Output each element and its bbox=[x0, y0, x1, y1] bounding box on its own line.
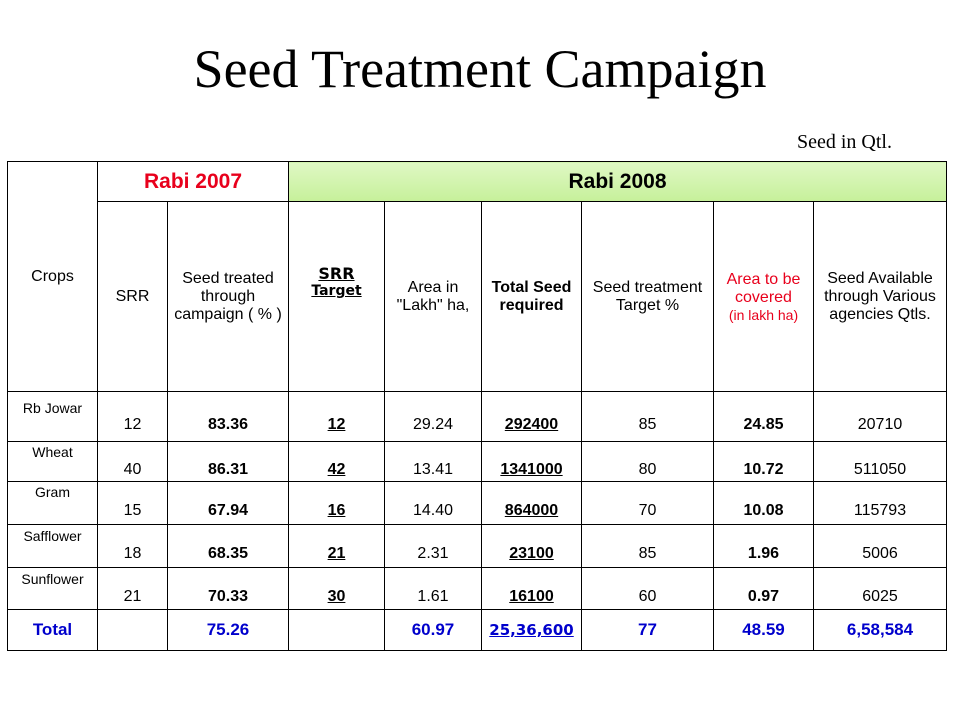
cell-available: 115793 bbox=[813, 481, 947, 525]
cell-srr: 15 bbox=[97, 481, 168, 525]
cell-treated: 86.31 bbox=[167, 441, 289, 482]
cell-srr-target: 42 bbox=[288, 441, 385, 482]
total-label: Total bbox=[7, 609, 98, 651]
header-srr: SRR bbox=[97, 201, 168, 392]
cell-available: 6025 bbox=[813, 567, 947, 610]
cell-area-covered: 1.96 bbox=[713, 524, 814, 568]
cell-srr-target: 12 bbox=[288, 391, 385, 442]
header-crops: Crops bbox=[7, 161, 98, 392]
total-available: 6,58,584 bbox=[813, 609, 947, 651]
crop-name: Safflower bbox=[7, 524, 98, 568]
header-rabi-2007: Rabi 2007 bbox=[97, 161, 289, 202]
cell-area: 14.40 bbox=[384, 481, 482, 525]
cell-srr: 40 bbox=[97, 441, 168, 482]
cell-treated: 70.33 bbox=[167, 567, 289, 610]
cell-srr: 18 bbox=[97, 524, 168, 568]
cell-srr-target: 16 bbox=[288, 481, 385, 525]
unit-note: Seed in Qtl. bbox=[797, 131, 892, 153]
cell-total-seed: 16100 bbox=[481, 567, 582, 610]
cell-available: 20710 bbox=[813, 391, 947, 442]
total-area: 60.97 bbox=[384, 609, 482, 651]
cell-treated: 68.35 bbox=[167, 524, 289, 568]
cell-target: 70 bbox=[581, 481, 714, 525]
total-treated: 75.26 bbox=[167, 609, 289, 651]
cell-available: 5006 bbox=[813, 524, 947, 568]
header-seed-treated: Seed treated through campaign ( % ) bbox=[167, 201, 289, 392]
table-row: Wheat 40 86.31 42 13.41 1341000 80 10.72… bbox=[7, 441, 947, 482]
header-rabi-2008: Rabi 2008 bbox=[288, 161, 947, 202]
cell-area-covered: 0.97 bbox=[713, 567, 814, 610]
srr-target-line1: SRR bbox=[318, 264, 355, 283]
cell-target: 85 bbox=[581, 391, 714, 442]
cell-total-seed: 864000 bbox=[481, 481, 582, 525]
total-srr-target bbox=[288, 609, 385, 651]
crop-name: Rb Jowar bbox=[7, 391, 98, 442]
header-total-seed: Total Seed required bbox=[481, 201, 582, 392]
cell-srr: 21 bbox=[97, 567, 168, 610]
total-target: 77 bbox=[581, 609, 714, 651]
cell-srr: 12 bbox=[97, 391, 168, 442]
cell-available: 511050 bbox=[813, 441, 947, 482]
cell-area: 2.31 bbox=[384, 524, 482, 568]
cell-area: 29.24 bbox=[384, 391, 482, 442]
total-row: Total 75.26 60.97 25,36,600 77 48.59 6,5… bbox=[7, 609, 947, 651]
header-area: Area in "Lakh" ha, bbox=[384, 201, 482, 392]
area-covered-label: Area to be covered bbox=[726, 270, 801, 306]
srr-target-line2: Target bbox=[311, 283, 362, 299]
seed-treatment-table: Crops Rabi 2007 Rabi 2008 SRR Seed treat… bbox=[7, 161, 947, 651]
cell-srr-target: 21 bbox=[288, 524, 385, 568]
table-row: Safflower 18 68.35 21 2.31 23100 85 1.96… bbox=[7, 524, 947, 568]
cell-total-seed: 23100 bbox=[481, 524, 582, 568]
cell-treated: 83.36 bbox=[167, 391, 289, 442]
crop-name: Gram bbox=[7, 481, 98, 525]
total-srr bbox=[97, 609, 168, 651]
cell-target: 85 bbox=[581, 524, 714, 568]
header-seed-available: Seed Available through Various agencies … bbox=[813, 201, 947, 392]
cell-area: 13.41 bbox=[384, 441, 482, 482]
header-area-covered: Area to be covered (in lakh ha) bbox=[713, 201, 814, 392]
crop-name: Sunflower bbox=[7, 567, 98, 610]
cell-area: 1.61 bbox=[384, 567, 482, 610]
cell-area-covered: 10.72 bbox=[713, 441, 814, 482]
total-seed-required: 25,36,600 bbox=[481, 609, 582, 651]
table-row: Gram 15 67.94 16 14.40 864000 70 10.08 1… bbox=[7, 481, 947, 525]
area-covered-unit: (in lakh ha) bbox=[728, 306, 799, 323]
header-srr-target: SRR Target bbox=[288, 201, 385, 392]
total-area-covered: 48.59 bbox=[713, 609, 814, 651]
cell-total-seed: 292400 bbox=[481, 391, 582, 442]
cell-total-seed: 1341000 bbox=[481, 441, 582, 482]
header-treatment-target: Seed treatment Target % bbox=[581, 201, 714, 392]
cell-target: 80 bbox=[581, 441, 714, 482]
cell-area-covered: 10.08 bbox=[713, 481, 814, 525]
cell-target: 60 bbox=[581, 567, 714, 610]
page-title: Seed Treatment Campaign bbox=[193, 39, 767, 99]
cell-area-covered: 24.85 bbox=[713, 391, 814, 442]
cell-treated: 67.94 bbox=[167, 481, 289, 525]
crop-name: Wheat bbox=[7, 441, 98, 482]
table-row: Rb Jowar 12 83.36 12 29.24 292400 85 24.… bbox=[7, 391, 947, 442]
cell-srr-target: 30 bbox=[288, 567, 385, 610]
table-row: Sunflower 21 70.33 30 1.61 16100 60 0.97… bbox=[7, 567, 947, 610]
